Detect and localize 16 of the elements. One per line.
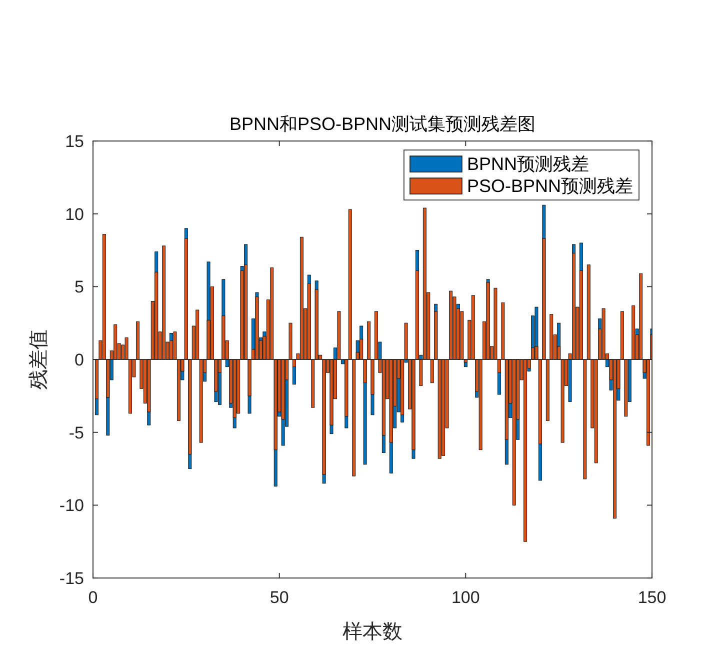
x-tick-label: 50	[270, 588, 289, 607]
x-tick-label: 100	[451, 588, 480, 607]
x-tick-label: 150	[638, 588, 666, 607]
y-axis-title: 残差值	[28, 330, 50, 390]
y-tick-label: -5	[68, 423, 84, 442]
legend-label: PSO-BPNN预测残差	[466, 176, 633, 196]
y-tick-label: 10	[65, 204, 84, 224]
x-axis-title: 样本数	[342, 621, 402, 643]
y-tick-label: 5	[74, 278, 84, 297]
y-tick-label: 15	[65, 132, 84, 151]
y-tick-label: -10	[59, 496, 84, 516]
y-tick-label: -15	[59, 569, 84, 588]
x-tick-label: 0	[88, 588, 98, 607]
legend-label: BPNN预测残差	[466, 154, 589, 174]
chart-title: BPNN和PSO-BPNN测试集预测残差图	[229, 114, 536, 134]
y-tick-label: 0	[74, 350, 84, 370]
